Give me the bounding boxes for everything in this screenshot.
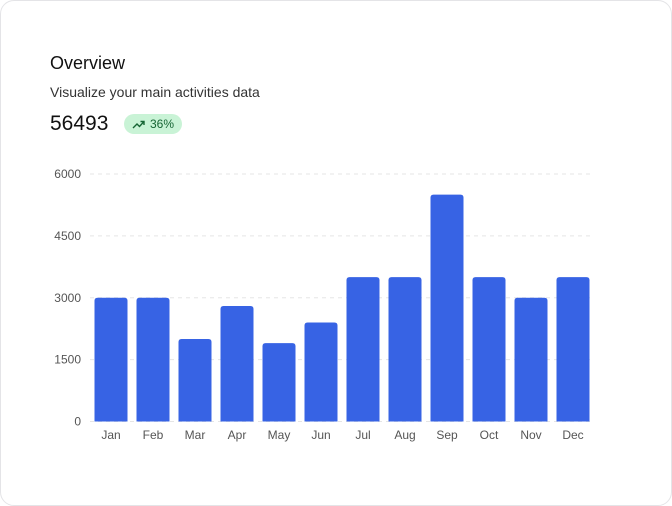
bar: [178, 339, 212, 422]
bar: [556, 277, 590, 422]
bar: [136, 297, 170, 422]
y-tick-label: 4500: [54, 229, 81, 243]
bar: [388, 277, 422, 422]
trending-up-icon: [132, 120, 145, 128]
x-tick-label: May: [268, 428, 291, 442]
bar: [514, 297, 548, 422]
x-tick-label: Mar: [185, 428, 206, 442]
bar: [346, 277, 380, 422]
card-title: Overview: [50, 53, 126, 73]
x-tick-label: Apr: [228, 428, 247, 442]
card-subtitle: Visualize your main activities data: [50, 84, 260, 100]
bar: [304, 322, 338, 422]
x-tick-label: Sep: [436, 428, 458, 442]
x-tick-label: Jul: [355, 428, 370, 442]
x-tick-label: Oct: [480, 428, 499, 442]
bar: [220, 306, 254, 422]
y-tick-label: 6000: [54, 167, 81, 181]
bar: [430, 194, 464, 422]
bar: [472, 277, 506, 422]
bar: [262, 343, 296, 422]
change-percent: 36%: [150, 117, 175, 131]
x-tick-label: Aug: [394, 428, 415, 442]
bar: [94, 297, 128, 422]
y-tick-label: 0: [74, 415, 81, 429]
total-value: 56493: [50, 112, 109, 135]
x-tick-label: Jan: [101, 428, 120, 442]
y-tick-label: 1500: [54, 353, 81, 367]
y-tick-label: 3000: [54, 291, 81, 305]
x-tick-label: Jun: [311, 428, 330, 442]
x-tick-label: Feb: [143, 428, 164, 442]
x-tick-label: Nov: [520, 428, 541, 442]
x-tick-label: Dec: [562, 428, 583, 442]
change-badge: 36%: [124, 114, 183, 134]
